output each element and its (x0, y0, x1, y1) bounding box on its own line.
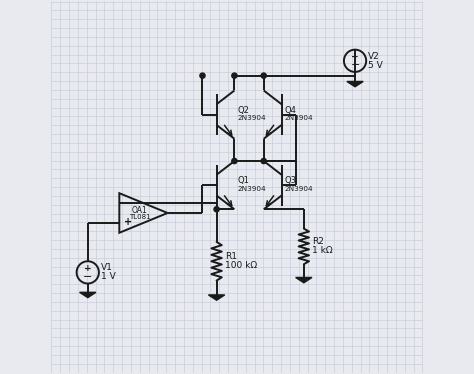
Text: −: − (83, 272, 92, 282)
Text: V2: V2 (368, 52, 380, 61)
Polygon shape (296, 278, 312, 283)
Circle shape (261, 73, 266, 78)
Polygon shape (80, 292, 96, 298)
Text: OA1: OA1 (132, 206, 147, 215)
Text: +: + (84, 264, 91, 273)
Text: R1: R1 (225, 252, 237, 261)
Text: 100 kΩ: 100 kΩ (225, 261, 257, 270)
Text: 2N3904: 2N3904 (284, 186, 313, 192)
Circle shape (261, 159, 266, 163)
Circle shape (232, 159, 237, 163)
Polygon shape (347, 82, 363, 87)
Text: Q2: Q2 (237, 106, 249, 115)
Text: 1 V: 1 V (101, 272, 116, 281)
Polygon shape (209, 295, 225, 300)
Text: −: − (124, 199, 133, 209)
Text: Q3: Q3 (284, 176, 297, 185)
Circle shape (200, 73, 205, 78)
Text: TL081: TL081 (129, 214, 151, 220)
Circle shape (232, 73, 237, 78)
Text: 2N3904: 2N3904 (284, 115, 313, 121)
Text: −: − (350, 60, 360, 70)
Text: 5 V: 5 V (368, 61, 383, 70)
Text: R2: R2 (312, 237, 324, 246)
Text: +: + (124, 217, 132, 227)
Text: Q1: Q1 (237, 176, 249, 185)
Text: V1: V1 (101, 263, 113, 272)
Text: +: + (351, 52, 359, 61)
Text: 2N3904: 2N3904 (237, 115, 266, 121)
Text: 1 kΩ: 1 kΩ (312, 246, 333, 255)
Text: 2N3904: 2N3904 (237, 186, 266, 192)
Circle shape (214, 207, 219, 212)
Text: Q4: Q4 (284, 106, 296, 115)
